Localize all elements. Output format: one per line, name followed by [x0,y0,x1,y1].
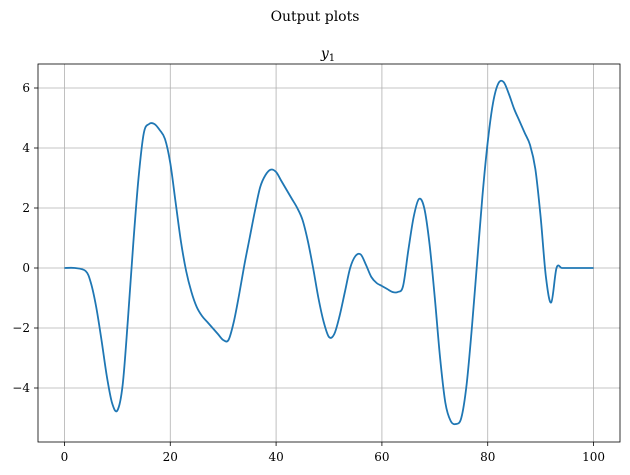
ticks: 0 20 40 60 80 100 −4 −2 0 2 4 6 [12,81,605,464]
x-tick-label: 60 [374,450,389,464]
axes-frame [37,63,621,443]
x-tick-label: 40 [268,450,283,464]
x-tick-label: 0 [61,450,69,464]
y-tick-label: 0 [22,261,30,275]
y-tick-label: 2 [22,201,30,215]
figure-suptitle: Output plots [271,9,360,25]
axes-title-main: y [320,46,330,62]
plot-lines [64,79,594,426]
grid [38,64,620,442]
x-tick-label: 80 [480,450,495,464]
y-tick-label: −4 [12,381,30,395]
y-tick-label: −2 [12,321,30,335]
x-tick-label: 100 [582,450,605,464]
y-tick-label: 6 [22,81,30,95]
x-tick-label: 20 [163,450,178,464]
axes-title: y1 [320,46,335,64]
axes-title-subscript: 1 [329,53,335,64]
y-tick-label: 4 [22,141,30,155]
series-line-1 [64,79,594,426]
